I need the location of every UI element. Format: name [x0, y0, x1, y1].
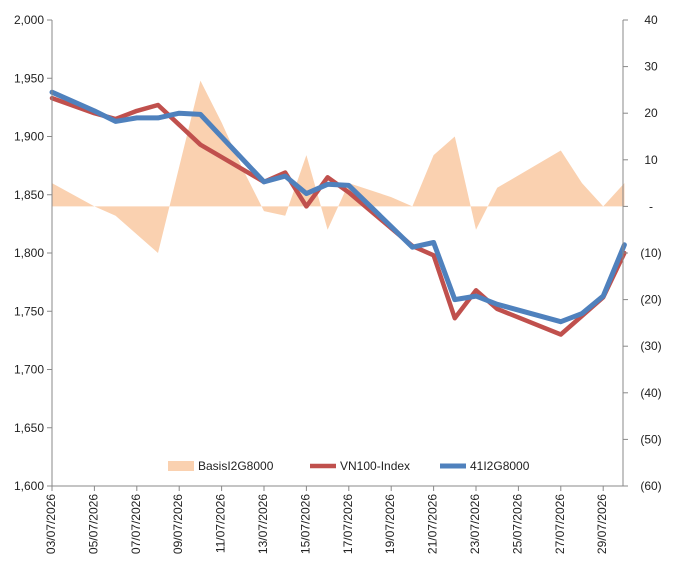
y2-tick-label: (30) [640, 339, 661, 353]
series-line-41i2g8000 [49, 89, 627, 325]
x-tick-label: 27/07/2026 [553, 494, 567, 554]
x-tick-label: 09/07/2026 [171, 494, 185, 554]
y-tick-label: 1,600 [14, 479, 44, 493]
y-tick-label: 1,850 [14, 188, 44, 202]
x-tick-label: 19/07/2026 [383, 494, 397, 554]
x-tick-label: 05/07/2026 [86, 494, 100, 554]
legend-label: 41I2G8000 [470, 459, 530, 473]
y2-tick-label: (50) [640, 432, 661, 446]
legend: BasisI2G8000 VN100-Index 41I2G8000 [168, 459, 530, 473]
area-layer [52, 80, 625, 253]
y2-tick-label: (40) [640, 386, 661, 400]
y-tick-label: 2,000 [14, 13, 44, 27]
x-tick-label: 11/07/2026 [214, 494, 228, 553]
y-tick-label: 1,750 [14, 304, 44, 318]
legend-label: VN100-Index [340, 459, 410, 473]
x-tick-label: 07/07/2026 [129, 494, 143, 554]
x-tick-label: 13/07/2026 [256, 494, 270, 554]
y-tick-label: 1,800 [14, 246, 44, 260]
y2-tick-label: 10 [644, 153, 658, 167]
legend-label: BasisI2G8000 [198, 459, 274, 473]
axis-layer: 1,600 1,650 1,700 1,750 1,800 1,850 1,900 1,950… [14, 13, 662, 554]
x-tick-label: 29/07/2026 [595, 494, 609, 554]
x-tick-label: 17/07/2026 [341, 494, 355, 554]
series-area-basisi2g8000 [52, 80, 625, 253]
y2-tick-label: 20 [644, 106, 658, 120]
legend-swatch [168, 461, 194, 471]
x-tick-label: 21/07/2026 [426, 494, 440, 554]
y-tick-label: 1,950 [14, 71, 44, 85]
y2-tick-label: 30 [644, 60, 658, 74]
x-tick-label: 25/07/2026 [510, 494, 524, 554]
series-line-vn100-index [49, 95, 627, 337]
y-tick-label: 1,900 [14, 130, 44, 144]
y-tick-label: 1,650 [14, 421, 44, 435]
y2-tick-label: (60) [640, 479, 661, 493]
x-tick-label: 15/07/2026 [298, 494, 312, 554]
x-tick-label: 03/07/2026 [44, 494, 58, 554]
y-tick-label: 1,700 [14, 363, 44, 377]
line-layer [49, 89, 627, 337]
y2-tick-label: (20) [640, 293, 661, 307]
y2-tick-label: - [649, 199, 653, 213]
x-tick-label: 23/07/2026 [468, 494, 482, 554]
y2-tick-label: (10) [640, 246, 661, 260]
y2-tick-label: 40 [644, 13, 658, 27]
